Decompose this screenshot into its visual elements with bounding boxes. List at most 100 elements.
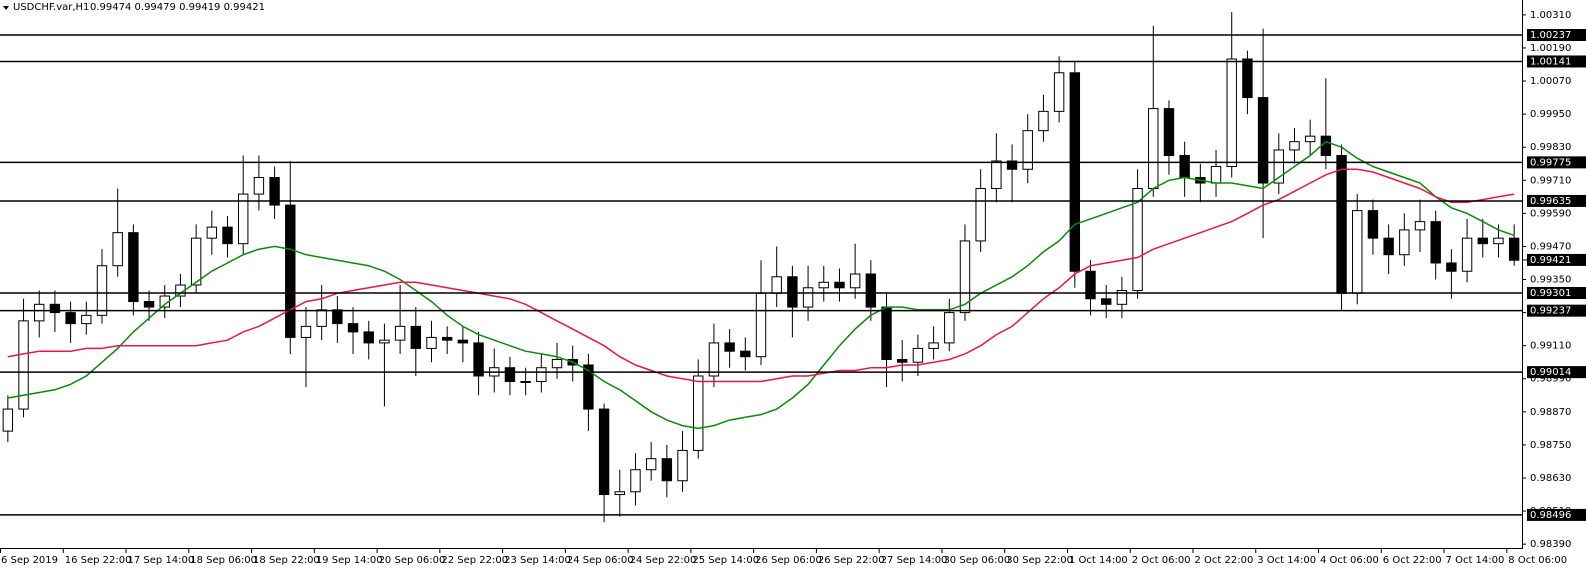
x-tick-label: 25 Sep 14:00 (692, 555, 759, 566)
candle-body (959, 240, 971, 314)
y-tick-label: 0.98630 (1530, 473, 1571, 484)
y-tick-label: 1.00070 (1530, 76, 1571, 87)
candle-body (394, 325, 406, 341)
x-tick-label: 19 Sep 14:00 (316, 555, 383, 566)
candle-body (1148, 108, 1159, 190)
candle-body (504, 367, 516, 383)
candle-body (1022, 130, 1033, 170)
candle-body (1006, 160, 1018, 170)
candle-body (897, 358, 908, 363)
candle-body (1242, 58, 1253, 99)
candle-body (1053, 72, 1065, 112)
x-tick-label: 8 Oct 06:00 (1508, 555, 1567, 566)
x-tick-label: 6 Oct 22:00 (1383, 555, 1442, 566)
price-label-box (1527, 55, 1586, 68)
candle-body (630, 469, 641, 493)
y-tick-label: 0.98750 (1530, 440, 1571, 451)
candle-body (724, 342, 735, 352)
candle-body (1257, 97, 1269, 184)
candle-body (190, 237, 202, 286)
candle-body (1289, 141, 1300, 151)
price-label: 0.99635 (1530, 196, 1571, 207)
x-tick-label: 2 Oct 06:00 (1132, 555, 1191, 566)
x-tick-label: 4 Oct 06:00 (1320, 555, 1379, 566)
candle-body (1038, 110, 1049, 132)
candle-body (1508, 237, 1520, 261)
candle-body (128, 232, 139, 303)
y-tick-label: 0.99110 (1530, 341, 1571, 352)
candle-body (661, 458, 673, 482)
header-arrow (3, 6, 9, 10)
candle-body (363, 331, 374, 344)
candle-body (740, 350, 751, 358)
candle-body (1493, 237, 1504, 245)
candle-body (975, 188, 986, 242)
candle-body (285, 204, 296, 338)
price-label-box (1527, 194, 1586, 207)
candle-body (551, 358, 563, 369)
y-tick-label: 0.99950 (1530, 109, 1571, 120)
candle-body (34, 303, 45, 322)
candle-body (1461, 237, 1473, 272)
candle-body (991, 160, 1002, 190)
candle-body (253, 177, 265, 195)
candle-body (379, 339, 390, 344)
y-tick-label: 1.00310 (1530, 10, 1571, 21)
candle-body (802, 287, 814, 308)
candle-body (1446, 262, 1457, 272)
price-label-box (1527, 156, 1586, 169)
x-tick-label: 6 Sep 2019 (1, 555, 58, 566)
x-tick-label: 23 Sep 14:00 (504, 555, 571, 566)
candle-body (206, 226, 218, 239)
candle-body (771, 276, 782, 294)
price-label-box (1527, 508, 1586, 521)
candle-body (536, 367, 547, 383)
candle-body (1085, 270, 1096, 300)
x-tick-label: 16 Sep 22:00 (65, 555, 132, 566)
candle-body (316, 309, 327, 327)
candle-body (1477, 237, 1488, 245)
y-tick-label: 0.98990 (1530, 374, 1571, 385)
y-tick-label: 0.99590 (1530, 208, 1571, 219)
candle-body (1383, 237, 1394, 256)
candle-body (677, 449, 688, 482)
candle-body (1163, 108, 1175, 156)
candle-body (222, 226, 233, 245)
candle-body (1210, 165, 1222, 184)
chart-title: USDCHF.var,H1 (13, 2, 89, 13)
x-tick-label: 1 Oct 14:00 (1069, 555, 1128, 566)
candle-body (1116, 290, 1128, 305)
candle-body (143, 301, 155, 308)
x-tick-label: 24 Sep 22:00 (630, 555, 697, 566)
chart-subtitle: 0.99474 0.99479 0.99419 0.99421 (90, 2, 265, 13)
candle-body (410, 325, 422, 349)
candle-body (708, 342, 720, 377)
x-tick-label: 18 Sep 06:00 (190, 555, 257, 566)
price-label: 0.99775 (1530, 157, 1571, 168)
candle-body (881, 306, 892, 360)
price-label-box (1527, 366, 1586, 379)
candle-body (1414, 221, 1426, 231)
price-label: 0.99421 (1530, 255, 1571, 266)
candle-body (65, 312, 76, 325)
candle-body (1336, 154, 1347, 294)
moving-average-line (7, 168, 1515, 383)
candle-body (49, 303, 61, 314)
candle-body (912, 347, 924, 363)
y-tick-label: 0.99470 (1530, 241, 1571, 252)
candle-body (81, 314, 92, 325)
price-label: 0.99237 (1530, 306, 1571, 317)
candle-body (426, 336, 437, 349)
candle-body (849, 273, 861, 289)
x-tick-label: 30 Sep 22:00 (1006, 555, 1073, 566)
candle-body (1226, 58, 1237, 167)
price-label-box (1527, 304, 1586, 317)
price-label: 1.00141 (1530, 56, 1571, 67)
x-tick-label: 22 Sep 22:00 (441, 555, 508, 566)
candle-body (787, 276, 798, 308)
candle-body (18, 320, 29, 410)
price-label: 0.99014 (1530, 367, 1571, 378)
price-label: 1.00237 (1530, 30, 1571, 41)
price-label-box (1527, 287, 1586, 300)
